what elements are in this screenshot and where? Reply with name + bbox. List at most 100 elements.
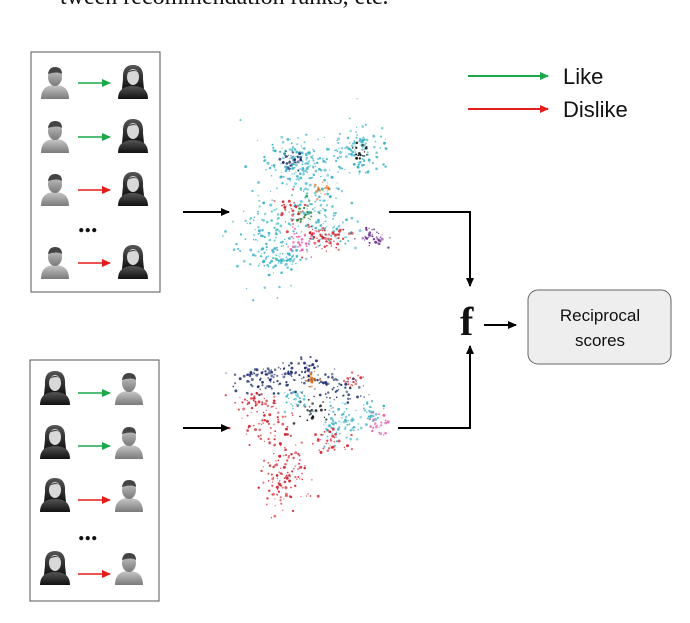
scatter-point bbox=[330, 446, 334, 449]
scatter-point bbox=[298, 462, 301, 465]
scatter-point bbox=[304, 182, 308, 185]
scatter-point bbox=[285, 230, 289, 234]
scatter-point bbox=[289, 180, 292, 182]
scatter-point bbox=[295, 171, 297, 174]
scatter-point bbox=[307, 199, 311, 203]
male-user-icon bbox=[41, 67, 69, 99]
scatter-point bbox=[292, 245, 295, 249]
scatter-point bbox=[284, 259, 287, 262]
scatter-point bbox=[254, 238, 257, 241]
scatter-point bbox=[266, 161, 270, 165]
scatter-point bbox=[336, 242, 340, 246]
scatter-point bbox=[377, 238, 381, 242]
scatter-point bbox=[346, 444, 349, 448]
scatter-point bbox=[333, 368, 336, 370]
scatter-point bbox=[301, 155, 303, 157]
scatter-point bbox=[257, 400, 261, 404]
scatter-point bbox=[259, 388, 261, 390]
scatter-point bbox=[324, 408, 327, 411]
scatter-point bbox=[337, 248, 340, 251]
scatter-point bbox=[326, 382, 330, 386]
scatter-point bbox=[275, 236, 277, 239]
scatter-point bbox=[274, 430, 277, 432]
scatter-point bbox=[237, 408, 240, 411]
scatter-point bbox=[267, 422, 270, 425]
scatter-point bbox=[267, 255, 270, 257]
scatter-point bbox=[257, 232, 260, 235]
scatter-point bbox=[315, 409, 317, 412]
scatter-point bbox=[297, 210, 300, 213]
male-user-icon bbox=[41, 247, 69, 279]
scatter-point bbox=[306, 376, 309, 379]
scatter-point bbox=[284, 449, 287, 452]
scatter-point bbox=[328, 409, 331, 412]
scatter-point bbox=[276, 416, 279, 419]
scatter-point bbox=[285, 262, 288, 266]
scatter-point bbox=[231, 220, 234, 223]
scatter-point bbox=[334, 413, 336, 416]
scatter-point bbox=[290, 142, 293, 145]
scatter-point bbox=[308, 364, 311, 368]
scatter-point bbox=[371, 414, 375, 418]
scatter-point bbox=[267, 480, 270, 482]
scatter-point bbox=[261, 403, 264, 406]
scatter-point bbox=[313, 162, 316, 165]
scatter-point bbox=[274, 264, 277, 268]
scatter-point bbox=[312, 166, 315, 169]
scatter-point bbox=[324, 227, 327, 229]
scatter-point bbox=[316, 237, 318, 240]
scatter-point bbox=[291, 412, 293, 414]
scatter-point bbox=[252, 299, 255, 302]
scatter-point bbox=[362, 385, 364, 387]
scatter-point bbox=[298, 172, 302, 176]
scatter-point bbox=[361, 236, 365, 240]
scatter-point bbox=[269, 426, 272, 430]
scatter-point bbox=[308, 240, 311, 243]
scatter-point bbox=[256, 139, 259, 142]
scatter-point bbox=[315, 200, 317, 202]
scatter-point bbox=[300, 211, 302, 213]
scatter-point bbox=[359, 376, 363, 380]
scatter-point bbox=[295, 255, 299, 258]
scatter-point bbox=[319, 235, 322, 237]
scatter-point bbox=[300, 370, 304, 373]
scatter-point bbox=[279, 256, 281, 258]
scatter-point bbox=[288, 253, 291, 257]
scatter-point bbox=[277, 459, 280, 462]
scatter-point bbox=[294, 451, 298, 455]
scatter-point bbox=[287, 199, 291, 203]
scatter-point bbox=[326, 190, 328, 192]
scatter-point bbox=[316, 198, 319, 201]
scatter-point bbox=[262, 368, 265, 370]
scatter-point bbox=[294, 390, 297, 394]
scatter-point bbox=[348, 386, 352, 390]
scatter-point bbox=[292, 162, 295, 166]
scatter-point bbox=[348, 147, 351, 151]
scatter-point bbox=[276, 297, 279, 299]
scatter-point bbox=[333, 225, 336, 228]
scatter-point bbox=[291, 226, 294, 228]
scatter-point bbox=[367, 169, 370, 172]
scatter-point bbox=[368, 394, 370, 396]
scatter-point bbox=[344, 427, 347, 431]
scatter-point bbox=[260, 255, 263, 258]
scatter-point bbox=[249, 263, 252, 266]
scatter-point bbox=[345, 436, 347, 439]
scatter-point bbox=[317, 374, 319, 376]
scatter-point bbox=[344, 426, 347, 429]
scatter-point bbox=[268, 166, 272, 170]
scatter-point bbox=[288, 397, 290, 399]
scatter-point bbox=[340, 189, 344, 193]
scatter-point bbox=[379, 147, 382, 149]
scatter-point bbox=[374, 422, 377, 425]
scatter-point bbox=[345, 390, 349, 394]
scatter-point bbox=[359, 137, 362, 141]
scatter-point bbox=[309, 237, 312, 240]
scatter-point bbox=[222, 235, 224, 237]
scatter-point bbox=[326, 173, 330, 177]
scatter-point bbox=[295, 262, 297, 265]
scatter-point bbox=[357, 161, 359, 164]
scatter-point bbox=[355, 380, 357, 382]
scatter-point bbox=[267, 461, 270, 464]
